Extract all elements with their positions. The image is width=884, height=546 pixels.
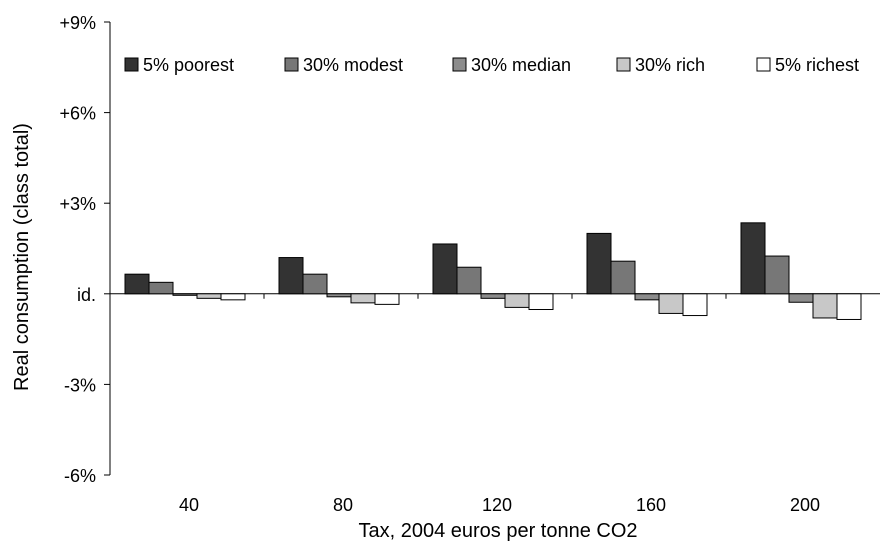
bar-5-richest-80 [374,293,400,305]
y-tick-label: -3% [64,375,96,395]
bar-30-modest-200 [764,255,790,295]
bar-30-median-40 [172,293,198,296]
y-axis: +9% +6% +3% id. -3% -6% [59,13,111,486]
y-tick-label: id. [77,285,96,305]
x-tick-label: 200 [790,495,820,515]
x-axis: 40 80 120 160 200 [110,293,880,515]
bar-5-richest-200 [836,293,862,320]
bar-30-median-120 [480,293,506,299]
x-tick-label: 160 [636,495,666,515]
bar-30-modest-40 [148,281,174,295]
bar-30-modest-160 [610,260,636,295]
y-axis-title: Real consumption (class total) [11,123,33,391]
bar-30-rich-80 [350,293,376,304]
y-tick-label: +9% [59,13,96,33]
bar-30-rich-160 [658,293,684,314]
bar-5-richest-120 [528,293,554,311]
x-tick-label: 120 [482,495,512,515]
y-tick-label: +3% [59,194,96,214]
bar-30-rich-200 [812,293,838,319]
legend-swatch [124,57,139,72]
bar-30-median-160 [634,293,660,301]
bar-30-median-200 [788,293,814,303]
legend-swatch [616,57,631,72]
bars [124,222,862,320]
bar-5-poorest-160 [586,232,612,295]
bar-5-poorest-120 [432,243,458,295]
bar-30-rich-40 [196,293,222,299]
legend-swatch [284,57,299,72]
bar-30-rich-120 [504,293,530,308]
bar-5-richest-160 [682,293,708,317]
bar-5-poorest-80 [278,257,304,295]
bar-30-modest-120 [456,266,482,295]
legend-label: 5% richest [775,55,859,75]
legend-label: 30% modest [303,55,403,75]
bar-5-poorest-200 [740,222,766,295]
bar-30-median-80 [326,293,352,298]
legend-label: 5% poorest [143,55,234,75]
legend-label: 30% rich [635,55,705,75]
bar-5-poorest-40 [124,273,150,295]
legend: 5% poorest 30% modest 30% median 30% rich 5%… [124,55,859,75]
legend-label: 30% median [471,55,571,75]
y-tick-label: +6% [59,104,96,124]
legend-swatch [452,57,467,72]
legend-swatch [756,57,771,72]
x-axis-title: Tax, 2004 euros per tonne CO2 [358,520,637,542]
x-tick-label: 40 [179,495,199,515]
x-tick-label: 80 [333,495,353,515]
bar-30-modest-80 [302,273,328,295]
bar-5-richest-40 [220,293,246,301]
y-tick-label: -6% [64,466,96,486]
